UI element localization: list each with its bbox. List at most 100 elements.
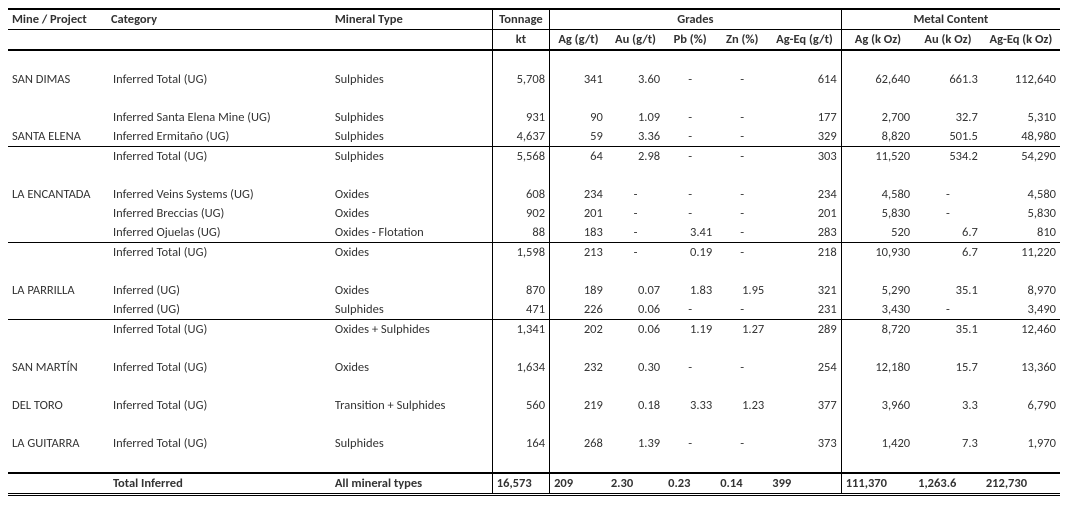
hdr-tonnage: Tonnage: [492, 9, 549, 30]
tonnage-cell: 5,708: [492, 70, 549, 89]
ageq-cell: 329: [768, 127, 841, 147]
table-row: LA PARRILLAInferred (UG)Oxides8701890.07…: [8, 281, 1060, 300]
ag-cell: 202: [550, 320, 607, 340]
auoz-cell: 661.3: [914, 70, 982, 89]
ageqoz-cell: 13,360: [982, 358, 1060, 377]
table-row: SANTA ELENAInferred Ermitaño (UG)Sulphid…: [8, 127, 1060, 147]
table-row: [8, 50, 1060, 70]
zn-cell: -: [716, 243, 768, 263]
auoz-cell: 501.5: [914, 127, 982, 147]
zn-cell: -: [716, 108, 768, 127]
au-cell: -: [607, 223, 664, 243]
hdr-auoz: Au (k Oz): [914, 30, 982, 51]
ageq-cell: 201: [768, 204, 841, 223]
pb-cell: -: [664, 127, 716, 147]
ageq-cell: 373: [768, 434, 841, 453]
zn-cell: -: [716, 300, 768, 320]
hdr-mineral: Mineral Type: [331, 9, 492, 30]
agoz-cell: 11,520: [841, 147, 914, 167]
agoz-cell: 3,960: [841, 396, 914, 415]
category-cell: Inferred Total (UG): [107, 434, 331, 453]
tonnage-cell: 4,637: [492, 127, 549, 147]
agoz-cell: 8,820: [841, 127, 914, 147]
table-row: LA GUITARRAInferred Total (UG)Sulphides1…: [8, 434, 1060, 453]
table-row: [8, 262, 1060, 281]
auoz-cell: 35.1: [914, 320, 982, 340]
agoz-cell: 3,430: [841, 300, 914, 320]
auoz-cell: 15.7: [914, 358, 982, 377]
au-cell: 3.36: [607, 127, 664, 147]
au-cell: -: [607, 243, 664, 263]
ageq-cell: 289: [768, 320, 841, 340]
category-cell: Inferred Santa Elena Mine (UG): [107, 108, 331, 127]
hdr-agoz: Ag (k Oz): [841, 30, 914, 51]
hdr-ageq: Ag-Eq (g/t): [768, 30, 841, 51]
ageq-cell: 303: [768, 147, 841, 167]
total-tonnage: 16,573: [492, 473, 549, 495]
category-cell: Inferred Breccias (UG): [107, 204, 331, 223]
ageq-cell: 177: [768, 108, 841, 127]
tonnage-cell: 164: [492, 434, 549, 453]
mine-cell: [8, 320, 107, 340]
au-cell: 0.30: [607, 358, 664, 377]
auoz-cell: 3.3: [914, 396, 982, 415]
ag-cell: 234: [550, 185, 607, 204]
total-zn: 0.14: [716, 473, 768, 495]
mine-cell: SAN DIMAS: [8, 70, 107, 89]
pb-cell: -: [664, 300, 716, 320]
zn-cell: 1.95: [716, 281, 768, 300]
agoz-cell: 10,930: [841, 243, 914, 263]
ag-cell: 219: [550, 396, 607, 415]
auoz-cell: -: [914, 204, 982, 223]
mine-cell: [8, 108, 107, 127]
hdr-ag: Ag (g/t): [550, 30, 607, 51]
mineral-resources-table: Mine / Project Category Mineral Type Ton…: [8, 8, 1060, 496]
zn-cell: -: [716, 204, 768, 223]
agoz-cell: 62,640: [841, 70, 914, 89]
pb-cell: 1.19: [664, 320, 716, 340]
agoz-cell: 5,830: [841, 204, 914, 223]
header-row-1: Mine / Project Category Mineral Type Ton…: [8, 9, 1060, 30]
table-row: LA ENCANTADAInferred Veins Systems (UG)O…: [8, 185, 1060, 204]
tonnage-cell: 560: [492, 396, 549, 415]
total-au: 2.30: [607, 473, 664, 495]
ageqoz-cell: 48,980: [982, 127, 1060, 147]
ag-cell: 213: [550, 243, 607, 263]
ageq-cell: 283: [768, 223, 841, 243]
ag-cell: 183: [550, 223, 607, 243]
pb-cell: -: [664, 185, 716, 204]
auoz-cell: 7.3: [914, 434, 982, 453]
pb-cell: -: [664, 358, 716, 377]
ag-cell: 268: [550, 434, 607, 453]
zn-cell: 1.23: [716, 396, 768, 415]
mine-cell: [8, 223, 107, 243]
auoz-cell: -: [914, 300, 982, 320]
zn-cell: -: [716, 358, 768, 377]
ageqoz-cell: 54,290: [982, 147, 1060, 167]
ageq-cell: 231: [768, 300, 841, 320]
total-ag: 209: [550, 473, 607, 495]
category-cell: Inferred Total (UG): [107, 396, 331, 415]
tonnage-cell: 608: [492, 185, 549, 204]
category-cell: Inferred Total (UG): [107, 243, 331, 263]
ag-cell: 64: [550, 147, 607, 167]
ag-cell: 226: [550, 300, 607, 320]
table-row: Inferred Total (UG)Sulphides5,568642.98 -…: [8, 147, 1060, 167]
mineral-cell: Sulphides: [331, 70, 492, 89]
total-ageqoz: 212,730: [982, 473, 1060, 495]
category-cell: Inferred Total (UG): [107, 70, 331, 89]
zn-cell: -: [716, 147, 768, 167]
hdr-mine: Mine / Project: [8, 9, 107, 30]
mineral-cell: Sulphides: [331, 147, 492, 167]
tonnage-cell: 5,568: [492, 147, 549, 167]
mine-cell: LA ENCANTADA: [8, 185, 107, 204]
mineral-cell: Oxides: [331, 243, 492, 263]
category-cell: Inferred Total (UG): [107, 147, 331, 167]
table-row: Inferred Total (UG)Oxides + Sulphides1,3…: [8, 320, 1060, 340]
tonnage-cell: 1,634: [492, 358, 549, 377]
ag-cell: 232: [550, 358, 607, 377]
mine-cell: [8, 243, 107, 263]
hdr-grades-group: Grades: [550, 9, 842, 30]
total-pb: 0.23: [664, 473, 716, 495]
au-cell: 2.98: [607, 147, 664, 167]
